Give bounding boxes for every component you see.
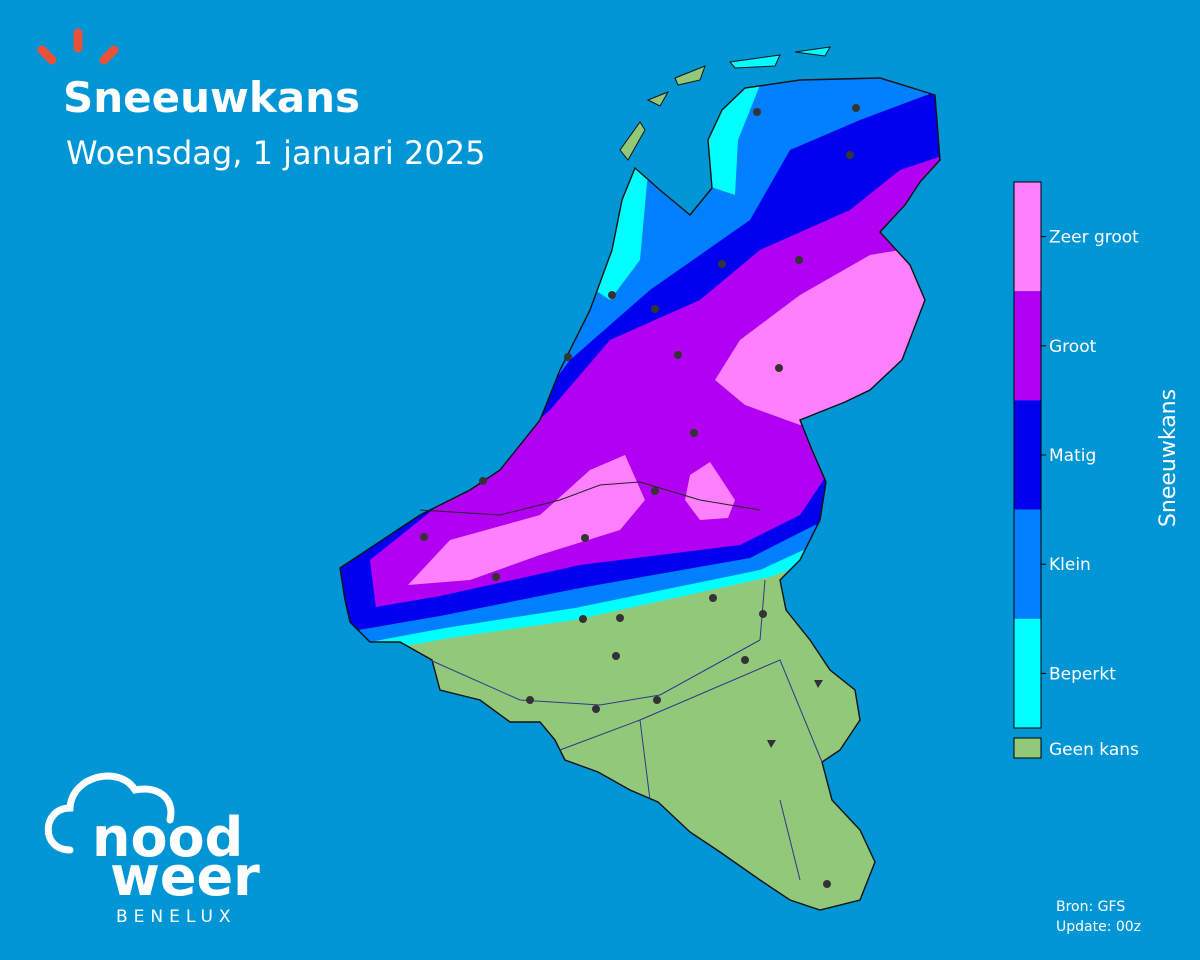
- legend-swatch: [1014, 182, 1041, 292]
- legend-swatch: [1014, 291, 1041, 401]
- province-borders: [429, 579, 823, 881]
- wadden-islands: [619, 46, 831, 161]
- legend-label: Klein: [1049, 555, 1091, 575]
- source: Bron: GFS: [1056, 899, 1125, 915]
- subtitle: Woensdag, 1 januari 2025: [66, 134, 485, 172]
- legend-label: Zeer groot: [1049, 228, 1139, 248]
- legend-title: Sneeuwkans: [1156, 389, 1181, 527]
- zone-zeer-groot: [685, 462, 735, 520]
- title: Sneeuwkans: [63, 73, 360, 122]
- legend-label: Groot: [1049, 337, 1097, 357]
- legend-swatch: [1013, 737, 1042, 759]
- border-nl-be: [419, 481, 761, 516]
- legend-swatch: [1014, 400, 1041, 510]
- legend-frame: [1013, 181, 1042, 729]
- logo-word: weer: [110, 845, 260, 908]
- update-time: Update: 00z: [1056, 919, 1141, 935]
- legend: Sneeuwkans Zeer groot Groot Matig Klein Bepe…: [1013, 181, 1181, 760]
- cities: [420, 104, 860, 888]
- legend-label: Matig: [1049, 446, 1096, 466]
- logo-word: nood: [92, 806, 243, 869]
- legend-swatch: [1014, 509, 1041, 619]
- legend-label: Beperkt: [1049, 664, 1116, 684]
- legend-label: Geen kans: [1049, 740, 1139, 760]
- legend-swatch: [1014, 618, 1041, 728]
- logo: nood weer BENELUX: [44, 772, 260, 927]
- logo-tagline: BENELUX: [116, 907, 237, 927]
- zone-zeer-groot: [408, 455, 645, 585]
- logo-sun: [37, 28, 119, 65]
